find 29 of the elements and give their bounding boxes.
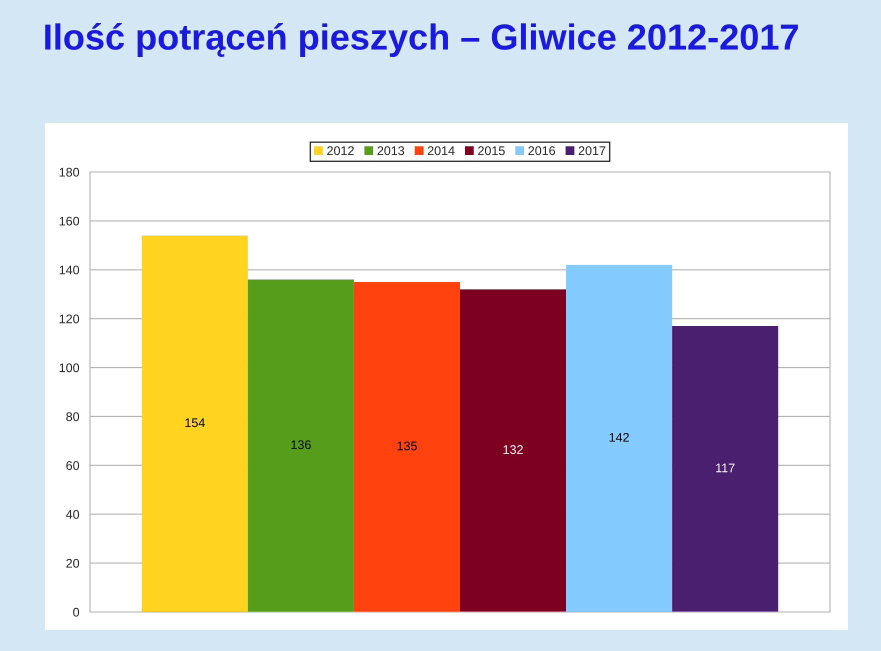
y-tick-label: 20 [66,558,80,568]
y-tick-label: 160 [60,216,80,226]
data-label: 142 [610,432,629,442]
legend-label: 2016 [528,146,556,156]
data-label: 154 [185,418,205,428]
bar [672,326,778,612]
data-label: 135 [397,442,417,450]
y-tick-label: 80 [66,412,80,422]
y-tick-label: 100 [60,363,80,372]
y-tick-label: 180 [60,168,80,177]
bar [354,282,460,612]
data-label: 136 [291,440,311,450]
y-tick-label: 40 [66,510,80,519]
y-tick-label: 60 [66,461,80,470]
legend-label: 2014 [428,146,455,156]
bar [460,289,566,612]
legend-label: 2015 [478,146,505,156]
y-tick-label: 120 [60,314,80,324]
chart-title: Ilość potrąceń pieszych – Gliwice 2012-2017 [45,23,798,57]
data-label: 117 [716,464,735,472]
legend-label: 2012 [327,146,354,156]
y-tick-label: 0 [73,608,80,617]
bar [566,264,672,612]
bar [142,236,248,612]
bar [248,280,354,612]
y-tick-label: 140 [60,266,80,274]
legend-label: 2013 [378,146,404,156]
data-label: 132 [504,445,523,454]
legend-label: 2017 [578,146,606,156]
